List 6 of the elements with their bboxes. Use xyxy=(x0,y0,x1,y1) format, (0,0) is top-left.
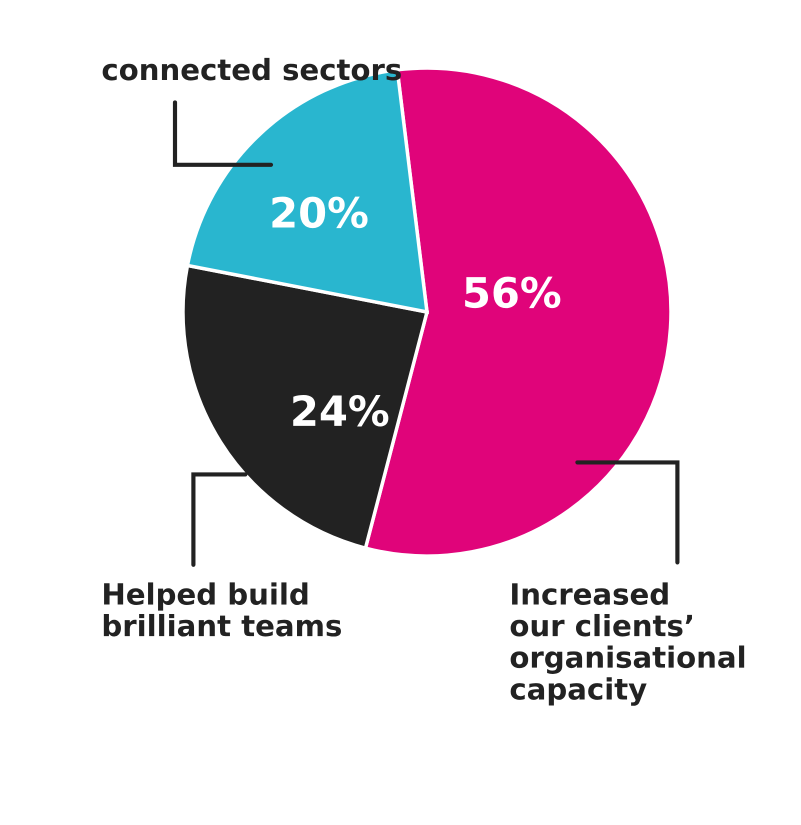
data-label: 24% xyxy=(293,394,388,426)
data-label: 20% xyxy=(272,196,368,228)
slice-label: Helped build brilliant teams xyxy=(104,582,341,637)
slice-label: connected sectors xyxy=(102,58,401,80)
slice-label: Increased our clients’ organisational capacity xyxy=(510,582,744,706)
data-label: 56% xyxy=(465,276,560,308)
